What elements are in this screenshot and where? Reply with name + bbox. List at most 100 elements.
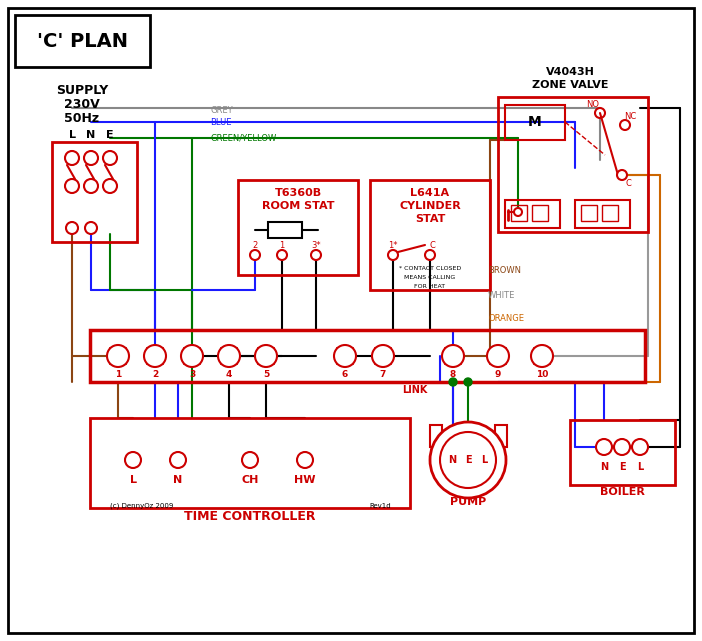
Circle shape (218, 345, 240, 367)
Circle shape (334, 345, 356, 367)
Circle shape (388, 250, 398, 260)
Bar (575, 200, 630, 228)
Circle shape (425, 250, 435, 260)
Circle shape (250, 250, 260, 260)
Text: 'C' PLAN: 'C' PLAN (37, 31, 128, 51)
Text: 5: 5 (263, 369, 269, 378)
Text: N: N (448, 455, 456, 465)
Text: N: N (173, 475, 183, 485)
Circle shape (144, 345, 166, 367)
Circle shape (85, 222, 97, 234)
Circle shape (449, 378, 457, 386)
Circle shape (372, 345, 394, 367)
Circle shape (170, 452, 186, 468)
Text: MEANS CALLING: MEANS CALLING (404, 274, 456, 279)
Text: C: C (429, 240, 435, 249)
Circle shape (103, 179, 117, 193)
Circle shape (442, 345, 464, 367)
Circle shape (255, 345, 277, 367)
Circle shape (464, 378, 472, 386)
Text: E: E (465, 455, 471, 465)
Text: 8: 8 (450, 369, 456, 378)
Text: TIME CONTROLLER: TIME CONTROLLER (184, 510, 316, 522)
Bar (511, 205, 527, 221)
Text: WHITE: WHITE (488, 290, 515, 299)
Text: 3: 3 (189, 369, 195, 378)
Bar (90, 330, 645, 382)
Circle shape (84, 179, 98, 193)
Bar (370, 180, 490, 290)
Text: L: L (129, 475, 136, 485)
Text: 1*: 1* (388, 240, 398, 249)
Text: C: C (625, 178, 631, 188)
Text: BOILER: BOILER (600, 487, 644, 497)
Bar (498, 97, 648, 232)
Text: NC: NC (624, 112, 636, 121)
Text: 4: 4 (226, 369, 232, 378)
Text: ORANGE: ORANGE (488, 313, 524, 322)
Text: 1: 1 (279, 240, 284, 249)
Circle shape (596, 439, 612, 455)
Text: PUMP: PUMP (450, 497, 486, 507)
Text: (c) DennyOz 2009: (c) DennyOz 2009 (110, 503, 173, 509)
Text: 1: 1 (115, 369, 121, 378)
Text: M: M (528, 115, 542, 129)
Circle shape (311, 250, 321, 260)
Text: L641A: L641A (411, 188, 449, 198)
Circle shape (66, 222, 78, 234)
Circle shape (430, 422, 506, 498)
Bar (505, 105, 565, 140)
Text: 2: 2 (152, 369, 158, 378)
Circle shape (595, 108, 605, 118)
Text: FOR HEAT: FOR HEAT (414, 283, 446, 288)
Bar (15, 15, 150, 67)
Text: L: L (637, 462, 643, 472)
Circle shape (103, 151, 117, 165)
Bar (495, 425, 507, 447)
Circle shape (440, 432, 496, 488)
Text: 50Hz: 50Hz (65, 112, 100, 124)
Text: V4043H: V4043H (545, 67, 595, 77)
Circle shape (277, 250, 287, 260)
Bar (602, 205, 618, 221)
Bar (532, 205, 548, 221)
Circle shape (84, 151, 98, 165)
Text: GREEN/YELLOW: GREEN/YELLOW (210, 133, 277, 142)
Bar (268, 222, 302, 238)
Circle shape (125, 452, 141, 468)
Circle shape (632, 439, 648, 455)
Text: E: E (106, 130, 114, 140)
Text: ZONE VALVE: ZONE VALVE (531, 80, 608, 90)
Circle shape (297, 452, 313, 468)
Text: BROWN: BROWN (488, 265, 521, 274)
Text: N: N (600, 462, 608, 472)
Text: L: L (481, 455, 487, 465)
Text: 3*: 3* (311, 240, 321, 249)
Text: 6: 6 (342, 369, 348, 378)
Bar (238, 180, 358, 275)
Text: NO: NO (586, 99, 600, 108)
Circle shape (617, 170, 627, 180)
Text: E: E (618, 462, 625, 472)
Text: L: L (69, 130, 76, 140)
Text: HW: HW (294, 475, 316, 485)
Text: 2: 2 (253, 240, 258, 249)
Text: 230V: 230V (64, 97, 100, 110)
Bar (581, 205, 597, 221)
Text: Rev1d: Rev1d (369, 503, 391, 509)
Circle shape (514, 208, 522, 216)
Circle shape (65, 179, 79, 193)
Circle shape (181, 345, 203, 367)
Circle shape (614, 439, 630, 455)
Text: CYLINDER: CYLINDER (399, 201, 461, 211)
Text: ROOM STAT: ROOM STAT (262, 201, 334, 211)
Text: 9: 9 (495, 369, 501, 378)
Text: SUPPLY: SUPPLY (56, 83, 108, 97)
Circle shape (65, 151, 79, 165)
Text: 10: 10 (536, 369, 548, 378)
Text: T6360B: T6360B (274, 188, 322, 198)
Circle shape (620, 120, 630, 130)
Bar (505, 200, 560, 228)
Circle shape (242, 452, 258, 468)
Text: BLUE: BLUE (210, 117, 232, 126)
